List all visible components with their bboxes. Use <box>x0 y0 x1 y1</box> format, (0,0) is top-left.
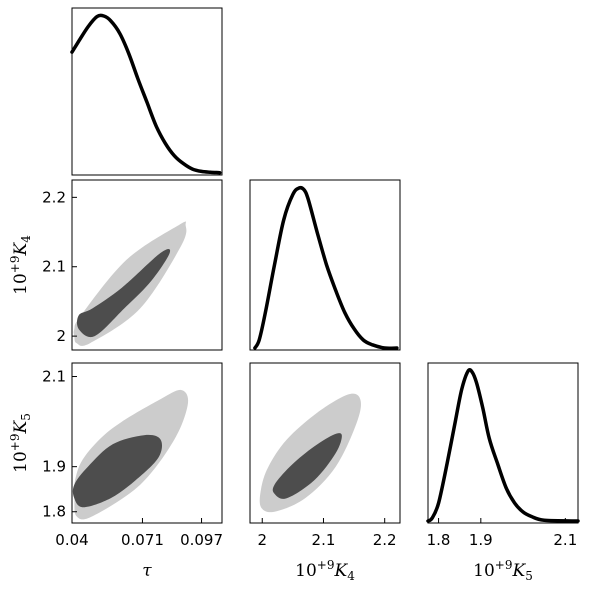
x-tick-label-K4: 2.1 <box>312 531 336 549</box>
x-tick-label-tau: 0.097 <box>180 531 223 549</box>
y-axis-label-K5: 10+9K5 <box>8 413 33 473</box>
contour-inner-K4-K5 <box>272 433 342 499</box>
x-tick-label-tau: 0.071 <box>121 531 164 549</box>
x-axis-label-tau: τ <box>142 561 152 581</box>
x-tick-label-K4: 2 <box>257 531 267 549</box>
x-tick-label-K4: 2.2 <box>373 531 397 549</box>
marginal-panel-K4 <box>249 179 401 351</box>
y-axis-label-K4: 10+9K4 <box>8 235 33 295</box>
x-tick-label-K5: 2.1 <box>553 531 577 549</box>
x-tick-label-K5: 1.9 <box>469 531 493 549</box>
marginal-curve-K4 <box>253 185 399 350</box>
y-tick-label-K4: 2.2 <box>42 188 66 206</box>
x-tick-label-K5: 1.8 <box>427 531 451 549</box>
contour-inner-tau-K4 <box>76 248 171 338</box>
y-tick-label-K5: 1.8 <box>42 503 66 521</box>
x-axis-label-K4: 10+9K4 <box>295 558 355 583</box>
y-tick-label-K5: 2.1 <box>42 368 66 386</box>
y-tick-label-K4: 2 <box>56 327 66 345</box>
marginal-curve-tau <box>70 13 222 175</box>
x-tick-label-tau: 0.04 <box>55 531 88 549</box>
joint-panel-K4-K5 <box>249 362 401 524</box>
joint-panel-tau-K4 <box>71 179 223 351</box>
marginal-panel-K5 <box>427 362 579 524</box>
y-tick-label-K5: 1.9 <box>42 458 66 476</box>
x-axis-label-K5: 10+9K5 <box>473 558 533 583</box>
y-tick-label-K4: 2.1 <box>42 258 66 276</box>
marginal-panel-tau <box>71 7 223 176</box>
marginal-curve-K5 <box>426 368 580 523</box>
joint-panel-tau-K5 <box>71 362 223 524</box>
contour-inner-tau-K5 <box>72 434 163 508</box>
